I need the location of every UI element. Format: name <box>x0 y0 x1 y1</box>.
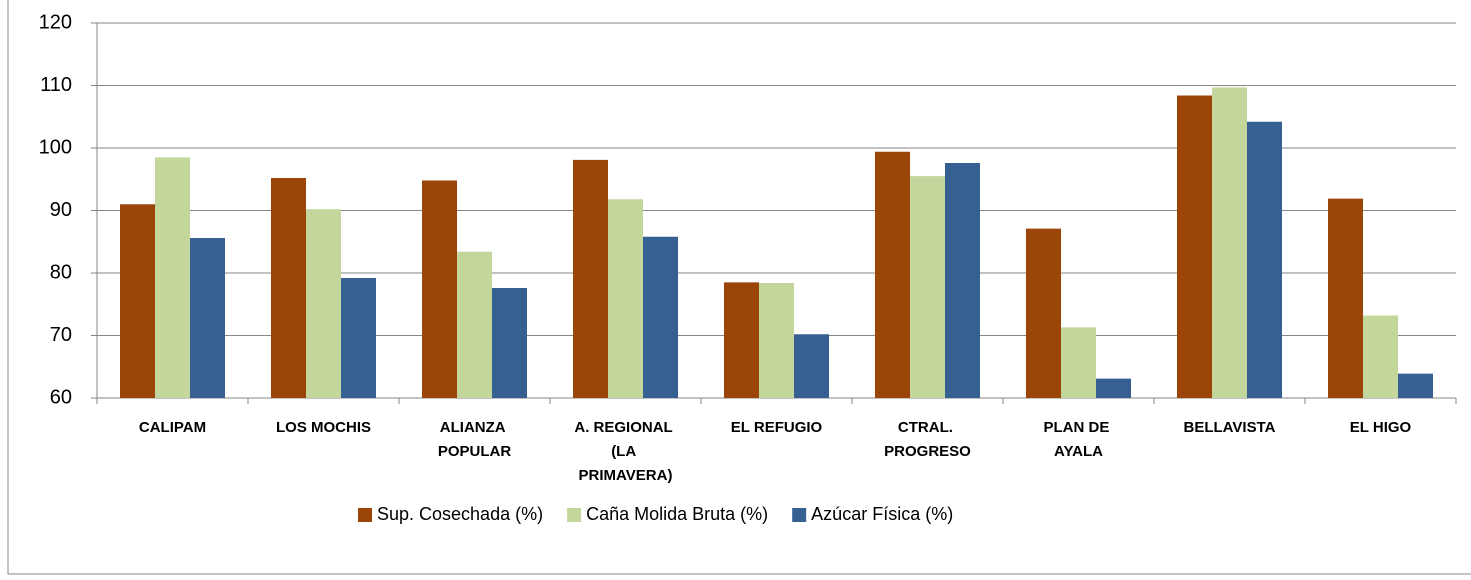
x-tick-label: A. REGIONAL (LA PRIMAVERA) <box>574 419 676 484</box>
x-tick-label: CTRAL. PROGRESO <box>884 419 971 460</box>
legend-swatch <box>358 508 372 522</box>
bar <box>910 176 945 398</box>
bar <box>1177 95 1212 398</box>
y-tick-label: 90 <box>50 199 72 221</box>
bar <box>759 283 794 398</box>
bar <box>1026 228 1061 398</box>
bar <box>945 163 980 398</box>
y-tick-label: 60 <box>50 386 72 408</box>
bar <box>271 178 306 398</box>
bar <box>120 204 155 398</box>
bar <box>875 151 910 398</box>
bar <box>341 278 376 398</box>
legend-label: Sup. Cosechada (%) <box>377 504 543 524</box>
bar <box>724 282 759 398</box>
y-tick-label: 120 <box>39 11 72 33</box>
bar <box>306 209 341 398</box>
x-tick-label: PLAN DE AYALA <box>1043 419 1113 460</box>
bar <box>1212 87 1247 398</box>
legend-swatch <box>567 508 582 522</box>
x-tick-label: ALIANZA POPULAR <box>438 419 512 460</box>
bar <box>457 251 492 398</box>
bar <box>1061 327 1096 398</box>
bar <box>1247 121 1282 398</box>
bar <box>608 199 643 398</box>
x-tick-label: BELLAVISTA <box>1184 419 1276 436</box>
bar <box>643 236 678 398</box>
y-tick-label: 80 <box>50 261 72 283</box>
y-tick-label: 70 <box>50 324 72 346</box>
x-tick-label: EL REFUGIO <box>731 419 823 436</box>
bar <box>1328 198 1363 398</box>
bar <box>492 288 527 398</box>
x-tick-label: LOS MOCHIS <box>276 419 371 436</box>
legend-label: Azúcar Física (%) <box>811 504 953 524</box>
bar <box>1096 378 1131 398</box>
bar <box>422 180 457 398</box>
y-tick-label: 100 <box>39 136 72 158</box>
bar <box>1398 373 1433 398</box>
y-tick-label: 110 <box>40 74 72 96</box>
bar <box>1363 315 1398 398</box>
x-tick-label: EL HIGO <box>1350 419 1412 436</box>
chart-border <box>7 0 1471 575</box>
bar <box>573 159 608 398</box>
bar <box>155 157 190 398</box>
x-tick-label: CALIPAM <box>139 419 206 436</box>
legend-swatch <box>792 508 807 522</box>
legend-label: Caña Molida Bruta (%) <box>586 504 768 524</box>
bar <box>794 334 829 398</box>
bar <box>190 238 225 398</box>
